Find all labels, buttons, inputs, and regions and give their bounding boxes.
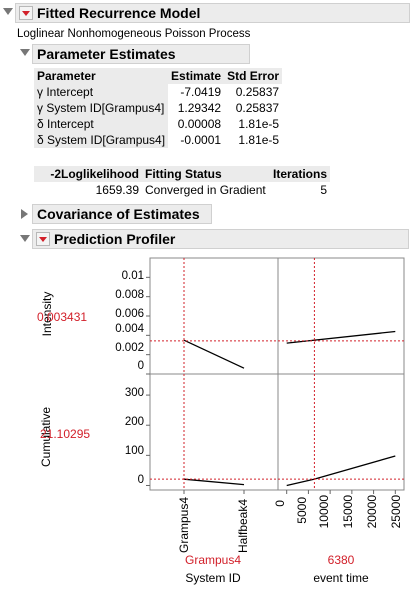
red-triangle-menu-icon[interactable]	[36, 232, 50, 246]
profile-trace-line	[286, 330, 396, 344]
table-row: γ Intercept -7.0419 0.25837	[34, 84, 282, 100]
y-tick-label: 300	[124, 387, 144, 399]
std-error-value: 1.81e-5	[238, 133, 280, 147]
table-row: δ Intercept 0.00008 1.81e-5	[34, 116, 282, 132]
covariance-header[interactable]: Covariance of Estimates	[32, 204, 212, 224]
fitted-recurrence-model-header: Fitted Recurrence Model	[15, 3, 410, 23]
table-row: γ System ID[Grampus4] 1.29342 0.25837	[34, 100, 282, 116]
intensity-current-value: 0.003431	[37, 310, 88, 324]
column-header: Iterations	[270, 166, 331, 182]
x-tick-label: 0	[273, 500, 287, 507]
x-tick-label: 15000	[341, 495, 355, 529]
std-error-value: 0.25837	[235, 101, 280, 115]
loglikelihood-value: 1659.39	[95, 183, 139, 197]
disclosure-triangle-icon[interactable]	[20, 49, 30, 56]
column-header: Estimate	[168, 68, 225, 84]
covariance-title: Covariance of Estimates	[37, 206, 200, 222]
y-tick-label: 0	[137, 360, 144, 372]
profiler-title: Prediction Profiler	[54, 231, 176, 247]
disclosure-triangle-icon[interactable]	[3, 8, 13, 15]
parameter-estimates-header: Parameter Estimates	[32, 44, 250, 64]
estimate-value: 0.00008	[177, 117, 222, 131]
y-tick-label: 0	[137, 474, 144, 486]
x-tick-label: 5000	[295, 497, 309, 524]
parameter-name: γ Intercept	[34, 84, 169, 100]
column-header: Std Error	[224, 68, 283, 84]
model-subtitle: Loglinear Nonhomogeneous Poisson Process	[17, 28, 251, 40]
profile-trace-line	[286, 455, 396, 487]
parameter-name: δ System ID[Grampus4]	[34, 132, 169, 148]
column-header: Parameter	[34, 68, 169, 84]
y-tick-label: 100	[124, 445, 144, 457]
red-triangle-menu-icon[interactable]	[19, 6, 33, 20]
parameter-name: γ System ID[Grampus4]	[34, 100, 169, 116]
profile-panel-frame	[277, 373, 405, 491]
x-tick-label: 20000	[365, 495, 379, 529]
column-header: Fitting Status	[142, 166, 270, 182]
disclosure-triangle-icon[interactable]	[21, 209, 28, 219]
system-id-current-value[interactable]: Grampus4	[184, 553, 242, 567]
cumulative-current-value: 21.10295	[40, 427, 91, 441]
profile-panel-frame	[277, 257, 405, 375]
estimate-value: 1.29342	[177, 101, 222, 115]
x-tick-label: 10000	[317, 495, 331, 529]
y-tick-label: 0.004	[115, 323, 144, 335]
profile-panel-frame	[149, 373, 279, 491]
x-tick-label: Grampus4	[177, 496, 191, 553]
column-header: -2Loglikelihood	[34, 166, 142, 182]
y-tick-label: 0.01	[121, 270, 144, 282]
fit-statistics-table: -2Loglikelihood Fitting Status Iteration…	[34, 166, 331, 198]
y-tick-label: 200	[124, 416, 144, 428]
parameter-name: δ Intercept	[34, 116, 169, 132]
iterations-value: 5	[320, 183, 328, 197]
disclosure-triangle-icon[interactable]	[20, 235, 30, 242]
event-time-current-value[interactable]: 6380	[327, 553, 355, 567]
profile-trace-line	[183, 339, 245, 369]
y-tick-label: 0.002	[115, 342, 144, 354]
y-tick-label: 0.008	[115, 289, 144, 301]
estimate-value: -7.0419	[180, 85, 222, 99]
x-tick-label: 25000	[389, 495, 403, 529]
event-time-factor-label: event time	[313, 571, 369, 585]
fitting-status-value: Converged in Gradient	[145, 183, 266, 197]
x-tick-label: Halfbeak4	[236, 498, 250, 553]
table-row: δ System ID[Grampus4] -0.0001 1.81e-5	[34, 132, 282, 148]
profile-panel-frame	[149, 257, 279, 375]
report-title: Fitted Recurrence Model	[37, 5, 201, 21]
system-id-factor-label: System ID	[185, 571, 241, 585]
parameter-estimates-table: Parameter Estimate Std Error γ Intercept…	[34, 68, 283, 148]
prediction-profiler-header: Prediction Profiler	[32, 229, 409, 249]
parameter-estimates-title: Parameter Estimates	[37, 46, 176, 62]
profile-trace-line	[183, 478, 245, 486]
y-tick-label: 0.006	[115, 308, 144, 320]
estimate-value: -0.0001	[180, 133, 222, 147]
table-row: 1659.39 Converged in Gradient 5	[34, 182, 330, 198]
std-error-value: 0.25837	[235, 85, 280, 99]
std-error-value: 1.81e-5	[238, 117, 280, 131]
